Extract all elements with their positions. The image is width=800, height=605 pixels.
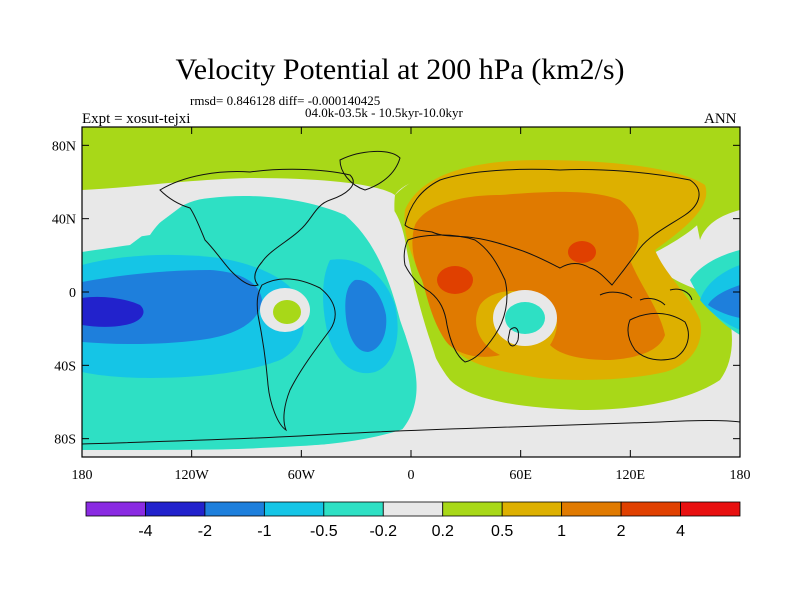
colorbar-level-label: 0.2 — [432, 523, 454, 540]
coast-australia — [627, 313, 689, 361]
coast-greenland — [339, 150, 401, 191]
contour-near-zero-atlantic — [375, 195, 444, 435]
contour-negative-strong-atlantic — [345, 279, 387, 352]
colorbar-swatch — [680, 501, 741, 517]
coast-south-america — [256, 278, 336, 432]
colorbar-level-label: -0.5 — [310, 523, 338, 540]
coast-eurasia — [404, 168, 700, 286]
colorbar-swatch — [620, 501, 681, 517]
x-tick-label: 180 — [72, 468, 93, 483]
contour-peak-africa — [437, 266, 473, 294]
contour-negative-peak — [82, 296, 144, 327]
colorbar-swatch — [442, 501, 503, 517]
y-tick-label: 40S — [54, 359, 76, 374]
colorbar-level-label: 4 — [676, 523, 685, 540]
coast-africa — [403, 234, 508, 363]
contour-near-zero-antarctic — [82, 417, 740, 457]
colorbar-swatch — [85, 501, 146, 517]
colorbar-level-label: -0.2 — [369, 523, 397, 540]
coast-madagascar — [507, 327, 519, 347]
contour-negative-indian-ocean-inner — [505, 302, 545, 334]
coastlines — [82, 150, 740, 445]
colorbar-swatch — [263, 501, 325, 517]
contour-negative-strong-west-pacific — [708, 285, 740, 318]
colorbar-swatch — [561, 501, 622, 517]
chart-title: Velocity Potential at 200 hPa (km2/s) — [175, 53, 625, 86]
colorbar-swatch — [204, 501, 265, 517]
stats-label: rmsd= 0.846128 diff= -0.000140425 — [190, 93, 381, 108]
period-label: 04.0k-03.5k - 10.5kyr-10.0kyr — [305, 105, 463, 120]
contour-positive-strong — [412, 191, 665, 360]
x-tick-label: 0 — [408, 468, 415, 483]
colorbar-level-label: 2 — [617, 523, 626, 540]
coast-maritime-continent — [599, 288, 693, 306]
colorbar-swatch — [323, 501, 384, 517]
colorbar: -4 -2 -1 -0.5 -0.2 0.2 0.5 1 2 4 — [85, 501, 741, 540]
colorbar-swatch — [501, 501, 563, 517]
x-tick-label: 180 — [730, 468, 751, 483]
x-tick-label: 60W — [288, 468, 316, 483]
y-tick-label: 40N — [52, 213, 76, 228]
colorbar-level-label: 0.5 — [491, 523, 513, 540]
coast-north-america — [159, 168, 354, 287]
x-tick-label: 120W — [175, 468, 210, 483]
y-tick-label: 80S — [54, 433, 76, 448]
contour-peak-asia — [568, 241, 596, 263]
axis-ticks: 180 120W 60W 0 60E 120E 180 80N 40N 0 40S 80S — [52, 127, 751, 483]
contour-positive-weak-north — [82, 127, 740, 240]
season-label: ANN — [704, 111, 737, 127]
colorbar-swatch — [145, 501, 206, 517]
contour-positive-south-america-inner — [273, 300, 301, 324]
velocity-potential-field — [82, 127, 740, 457]
colorbar-level-label: -4 — [138, 523, 152, 540]
contour-near-zero-north-pacific — [82, 192, 190, 252]
y-tick-label: 80N — [52, 139, 76, 154]
y-tick-label: 0 — [69, 286, 76, 301]
colorbar-level-label: 1 — [557, 523, 566, 540]
contour-negative-strong-pacific — [82, 270, 262, 345]
experiment-label: Expt = xosut-tejxi — [82, 111, 191, 127]
colorbar-swatch — [382, 501, 444, 517]
x-tick-label: 60E — [509, 468, 532, 483]
coast-antarctica — [82, 420, 740, 445]
colorbar-level-label: -2 — [198, 523, 212, 540]
colorbar-level-label: -1 — [257, 523, 271, 540]
x-tick-label: 120E — [616, 468, 646, 483]
